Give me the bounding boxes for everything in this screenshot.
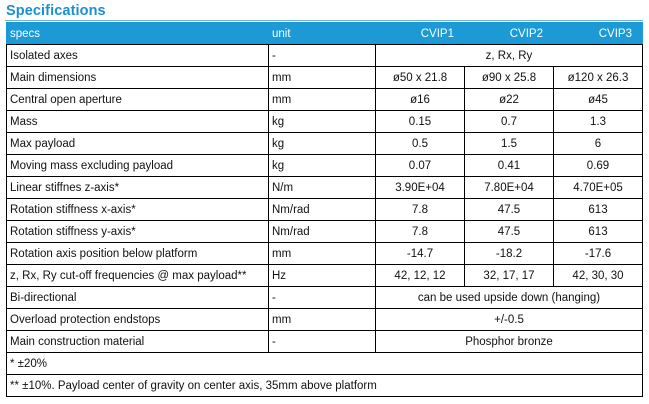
value-cell-cvip2: ø90 x 25.8: [464, 66, 554, 89]
table-row: Mass kg 0.15 0.7 1.3: [6, 110, 643, 133]
spec-name-cell: Mass: [6, 110, 269, 133]
spec-name-cell: Max payload: [6, 132, 269, 155]
unit-cell: mm: [268, 66, 376, 89]
spec-name-cell: Main dimensions: [6, 66, 269, 89]
spec-name-cell: Central open aperture: [6, 88, 269, 111]
title-underline: [5, 20, 643, 21]
unit-cell: Nm/rad: [268, 220, 376, 243]
value-cell-cvip2: 47.5: [464, 220, 554, 243]
merged-value-cell: Phosphor bronze: [375, 330, 643, 353]
value-cell-cvip1: 3.90E+04: [375, 176, 465, 199]
spec-name-cell: Rotation stiffness x-axis*: [6, 198, 269, 221]
value-cell-cvip3: 1.3: [553, 110, 643, 133]
unit-cell: N/m: [268, 176, 376, 199]
merged-value-cell: +/-0.5: [375, 308, 643, 331]
spec-name-cell: Linear stiffnes z-axis*: [6, 176, 269, 199]
table-row: Main dimensions mm ø50 x 21.8 ø90 x 25.8 ø12…: [6, 66, 643, 89]
unit-cell: mm: [268, 308, 376, 331]
value-cell-cvip1: 0.15: [375, 110, 465, 133]
table-row: Rotation axis position below platform mm -…: [6, 242, 643, 265]
value-cell-cvip3: 4.70E+05: [553, 176, 643, 199]
table-row: Main construction material - Phosphor bron…: [6, 330, 643, 353]
value-cell-cvip1: 7.8: [375, 198, 465, 221]
value-cell-cvip3: 613: [553, 198, 643, 221]
spec-name-cell: Isolated axes: [6, 44, 269, 67]
value-cell-cvip1: ø50 x 21.8: [375, 66, 465, 89]
unit-cell: -: [268, 330, 376, 353]
value-cell-cvip3: 0.69: [553, 154, 643, 177]
table-row: Rotation stiffness x-axis* Nm/rad 7.8 47.5 6…: [6, 198, 643, 221]
table-row: Central open aperture mm ø16 ø22 ø45: [6, 88, 643, 111]
header-cvip1: CVIP1: [375, 22, 465, 45]
value-cell-cvip1: 7.8: [375, 220, 465, 243]
unit-cell: kg: [268, 132, 376, 155]
value-cell-cvip1: 0.07: [375, 154, 465, 177]
unit-cell: Nm/rad: [268, 198, 376, 221]
table-header-row: specs unit CVIP1 CVIP2 CVIP3: [6, 22, 643, 45]
unit-cell: kg: [268, 110, 376, 133]
value-cell-cvip1: 0.5: [375, 132, 465, 155]
spec-name-cell: Rotation axis position below platform: [6, 242, 269, 265]
table-row: Bi-directional - can be used upside down (…: [6, 286, 643, 309]
value-cell-cvip1: 42, 12, 12: [375, 264, 465, 287]
specifications-table: specs unit CVIP1 CVIP2 CVIP3 Isolated ax…: [6, 22, 643, 397]
unit-cell: -: [268, 44, 376, 67]
value-cell-cvip2: -18.2: [464, 242, 554, 265]
value-cell-cvip2: 0.41: [464, 154, 554, 177]
unit-cell: mm: [268, 242, 376, 265]
value-cell-cvip2: 32, 17, 17: [464, 264, 554, 287]
header-cvip2: CVIP2: [464, 22, 554, 45]
table-row: Linear stiffnes z-axis* N/m 3.90E+04 7.80E+…: [6, 176, 643, 199]
table-row: Overload protection endstops mm +/-0.5: [6, 308, 643, 331]
value-cell-cvip3: ø120 x 26.3: [553, 66, 643, 89]
header-cvip3: CVIP3: [553, 22, 643, 45]
value-cell-cvip2: ø22: [464, 88, 554, 111]
table-row: Max payload kg 0.5 1.5 6: [6, 132, 643, 155]
unit-cell: -: [268, 286, 376, 309]
footnote-row: * ±20%: [6, 352, 643, 375]
table-row: Isolated axes - z, Rx, Ry: [6, 44, 643, 67]
table-row: z, Rx, Ry cut-off frequencies @ max payl…: [6, 264, 643, 287]
unit-cell: Hz: [268, 264, 376, 287]
footnote-text: ** ±10%. Payload center of gravity on ce…: [6, 374, 643, 397]
table-row: Rotation stiffness y-axis* Nm/rad 7.8 47.5 6…: [6, 220, 643, 243]
value-cell-cvip3: 6: [553, 132, 643, 155]
value-cell-cvip2: 47.5: [464, 198, 554, 221]
merged-value-cell: z, Rx, Ry: [375, 44, 643, 67]
value-cell-cvip2: 1.5: [464, 132, 554, 155]
spec-name-cell: z, Rx, Ry cut-off frequencies @ max payl…: [6, 264, 269, 287]
header-unit: unit: [268, 22, 376, 45]
header-specs: specs: [6, 22, 269, 45]
spec-name-cell: Bi-directional: [6, 286, 269, 309]
spec-name-cell: Rotation stiffness y-axis*: [6, 220, 269, 243]
merged-value-cell: can be used upside down (hanging): [375, 286, 643, 309]
spec-name-cell: Overload protection endstops: [6, 308, 269, 331]
value-cell-cvip3: 613: [553, 220, 643, 243]
value-cell-cvip1: -14.7: [375, 242, 465, 265]
table-row: Moving mass excluding payload kg 0.07 0.41 0…: [6, 154, 643, 177]
unit-cell: mm: [268, 88, 376, 111]
value-cell-cvip2: 7.80E+04: [464, 176, 554, 199]
unit-cell: kg: [268, 154, 376, 177]
footnote-row: ** ±10%. Payload center of gravity on ce…: [6, 374, 643, 397]
page-title: Specifications: [6, 3, 106, 19]
value-cell-cvip1: ø16: [375, 88, 465, 111]
value-cell-cvip3: 42, 30, 30: [553, 264, 643, 287]
spec-name-cell: Moving mass excluding payload: [6, 154, 269, 177]
value-cell-cvip2: 0.7: [464, 110, 554, 133]
footnote-text: * ±20%: [6, 352, 643, 375]
spec-name-cell: Main construction material: [6, 330, 269, 353]
value-cell-cvip3: -17.6: [553, 242, 643, 265]
value-cell-cvip3: ø45: [553, 88, 643, 111]
